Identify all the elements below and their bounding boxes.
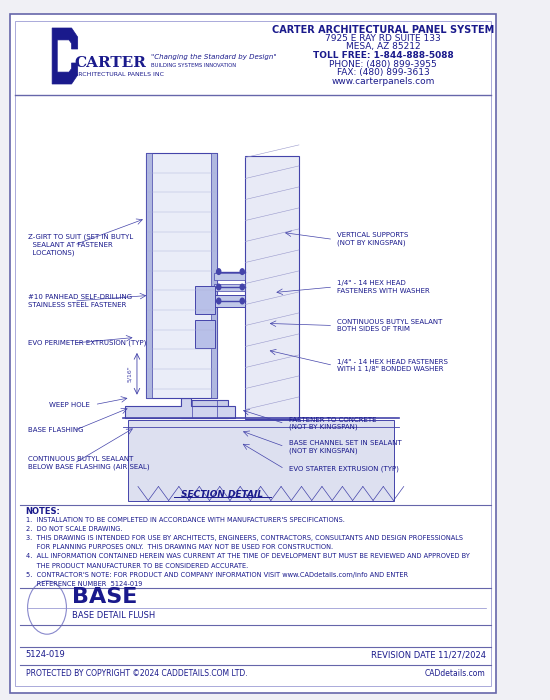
Text: FOR PLANNING PURPOSES ONLY.  THIS DRAWING MAY NOT BE USED FOR CONSTRUCTION.: FOR PLANNING PURPOSES ONLY. THIS DRAWING… xyxy=(25,545,333,550)
Text: CONTINUOUS BUTYL SEALANT
BOTH SIDES OF TRIM: CONTINUOUS BUTYL SEALANT BOTH SIDES OF T… xyxy=(337,318,443,332)
Text: REVISION DATE 11/27/2024: REVISION DATE 11/27/2024 xyxy=(371,650,486,659)
Text: CADdetails.com: CADdetails.com xyxy=(425,669,486,678)
Text: 7925 E RAY RD SUITE 133: 7925 E RAY RD SUITE 133 xyxy=(326,34,441,43)
Text: "Changing the Standard by Design": "Changing the Standard by Design" xyxy=(151,55,277,60)
Polygon shape xyxy=(52,28,78,84)
Bar xyxy=(213,295,245,307)
Text: 5124-019: 5124-019 xyxy=(25,650,65,659)
Bar xyxy=(195,320,215,348)
Bar xyxy=(245,156,299,419)
Text: THE PRODUCT MANUFACTURER TO BE CONSIDERED ACCURATE.: THE PRODUCT MANUFACTURER TO BE CONSIDERE… xyxy=(25,563,248,568)
Text: 5.  CONTRACTOR'S NOTE: FOR PRODUCT AND COMPANY INFORMATION VISIT www.CADdetails.: 5. CONTRACTOR'S NOTE: FOR PRODUCT AND CO… xyxy=(25,572,408,578)
Circle shape xyxy=(240,298,244,304)
Text: CONTINUOUS BUTYL SEALANT
BELOW BASE FLASHING (AIR SEAL): CONTINUOUS BUTYL SEALANT BELOW BASE FLAS… xyxy=(28,456,150,470)
Circle shape xyxy=(240,284,244,290)
Text: TOLL FREE: 1-844-888-5088: TOLL FREE: 1-844-888-5088 xyxy=(313,52,454,60)
Text: SECTION DETAIL: SECTION DETAIL xyxy=(182,491,263,499)
Text: EVO PERIMETER EXTRUSION (TYP): EVO PERIMETER EXTRUSION (TYP) xyxy=(28,340,146,346)
Text: BASE DETAIL FLUSH: BASE DETAIL FLUSH xyxy=(72,612,155,620)
Text: Z-GIRT TO SUIT (SET IN BUTYL
  SEALANT AT FASTENER
  LOCATIONS): Z-GIRT TO SUIT (SET IN BUTYL SEALANT AT … xyxy=(28,234,133,256)
Text: FASTENER TO CONCRETE
(NOT BY KINGSPAN): FASTENER TO CONCRETE (NOT BY KINGSPAN) xyxy=(289,416,376,430)
Bar xyxy=(182,400,228,418)
Text: BASE FLASHING: BASE FLASHING xyxy=(28,428,84,433)
Text: CARTER ARCHITECTURAL PANEL SYSTEM: CARTER ARCHITECTURAL PANEL SYSTEM xyxy=(272,25,494,35)
Text: 1/4" - 14 HEX HEAD FASTENERS
WITH 1 1/8" BONDED WASHER: 1/4" - 14 HEX HEAD FASTENERS WITH 1 1/8"… xyxy=(337,358,448,372)
Circle shape xyxy=(240,269,244,274)
Text: 2.  DO NOT SCALE DRAWING.: 2. DO NOT SCALE DRAWING. xyxy=(25,526,122,532)
Text: NOTES:: NOTES: xyxy=(25,508,60,516)
Text: 3.  THIS DRAWING IS INTENDED FOR USE BY ARCHITECTS, ENGINEERS, CONTRACTORS, CONS: 3. THIS DRAWING IS INTENDED FOR USE BY A… xyxy=(25,536,463,541)
Circle shape xyxy=(217,269,221,274)
Bar xyxy=(213,273,245,280)
Text: WEEP HOLE: WEEP HOLE xyxy=(48,402,90,407)
Bar xyxy=(213,284,245,290)
Bar xyxy=(195,286,215,314)
Bar xyxy=(146,153,217,398)
Circle shape xyxy=(217,284,221,290)
Text: www.carterpanels.com: www.carterpanels.com xyxy=(332,78,435,86)
Bar xyxy=(146,153,152,398)
Text: MESA, AZ 85212: MESA, AZ 85212 xyxy=(346,43,421,51)
Circle shape xyxy=(217,298,221,304)
Text: #10 PANHEAD SELF-DRILLING
STAINLESS STEEL FASTENER: #10 PANHEAD SELF-DRILLING STAINLESS STEE… xyxy=(28,294,132,308)
Text: PROTECTED BY COPYRIGHT ©2024 CADDETAILS.COM LTD.: PROTECTED BY COPYRIGHT ©2024 CADDETAILS.… xyxy=(25,669,247,678)
Text: 4.  ALL INFORMATION CONTAINED HEREIN WAS CURRENT AT THE TIME OF DEVELOPMENT BUT : 4. ALL INFORMATION CONTAINED HEREIN WAS … xyxy=(25,554,470,559)
Text: BASE: BASE xyxy=(72,587,137,607)
Text: BUILDING SYSTEMS INNOVATION: BUILDING SYSTEMS INNOVATION xyxy=(151,62,236,68)
Text: BASE CHANNEL SET IN SEALANT
(NOT BY KINGSPAN): BASE CHANNEL SET IN SEALANT (NOT BY KING… xyxy=(289,440,402,454)
Text: VERTICAL SUPPORTS
(NOT BY KINGSPAN): VERTICAL SUPPORTS (NOT BY KINGSPAN) xyxy=(337,232,409,246)
Text: FAX: (480) 899-3613: FAX: (480) 899-3613 xyxy=(337,69,430,77)
Text: 1.  INSTALLATION TO BE COMPLETED IN ACCORDANCE WITH MANUFACTURER'S SPECIFICATION: 1. INSTALLATION TO BE COMPLETED IN ACCOR… xyxy=(25,517,344,523)
Text: CARTER: CARTER xyxy=(74,56,146,70)
Bar xyxy=(211,153,217,398)
Text: REFERENCE NUMBER  5124-019: REFERENCE NUMBER 5124-019 xyxy=(25,581,142,587)
Text: 1/4" - 14 HEX HEAD
FASTENERS WITH WASHER: 1/4" - 14 HEX HEAD FASTENERS WITH WASHER xyxy=(337,280,430,294)
Text: 5/16": 5/16" xyxy=(127,365,132,382)
Text: ARCHITECTURAL PANELS INC: ARCHITECTURAL PANELS INC xyxy=(74,72,164,78)
Text: EVO STARTER EXTRUSION (TYP): EVO STARTER EXTRUSION (TYP) xyxy=(289,466,399,472)
Polygon shape xyxy=(125,398,235,418)
Bar xyxy=(128,420,393,500)
Text: PHONE: (480) 899-3955: PHONE: (480) 899-3955 xyxy=(329,60,437,69)
